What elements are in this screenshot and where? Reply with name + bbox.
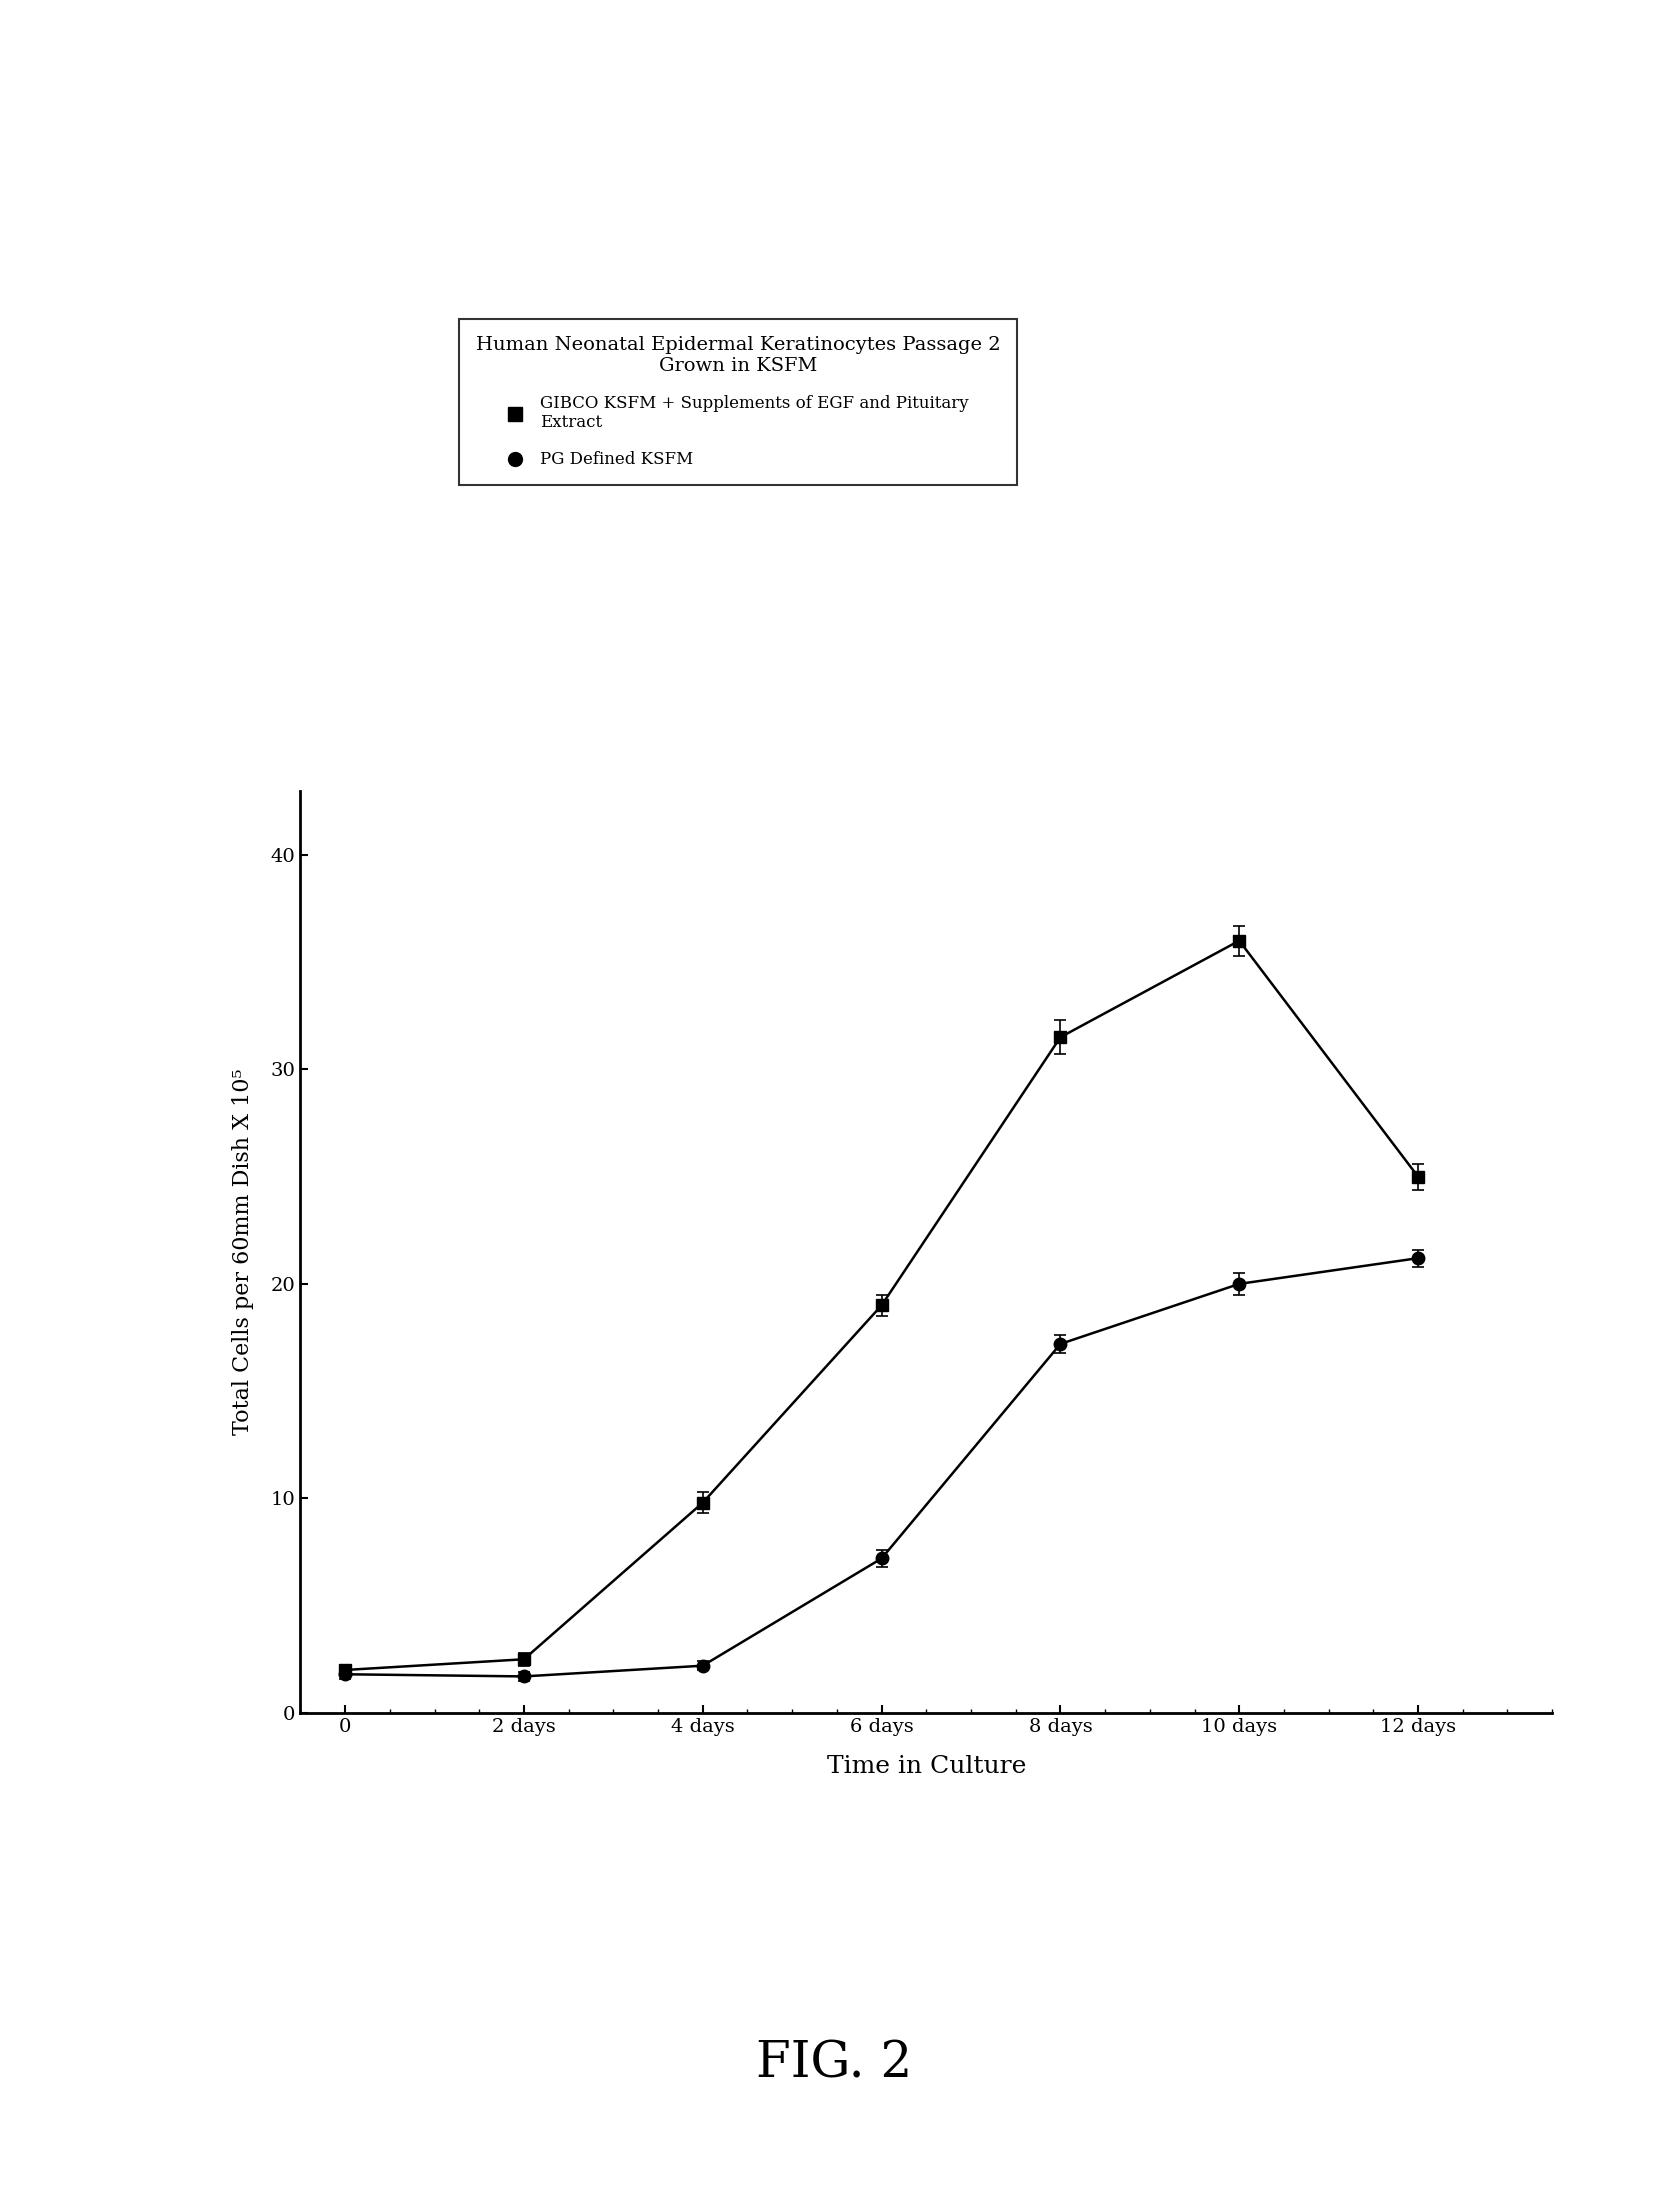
X-axis label: Time in Culture: Time in Culture [826, 1755, 1026, 1779]
Y-axis label: Total Cells per 60mm Dish X 10⁵: Total Cells per 60mm Dish X 10⁵ [232, 1069, 254, 1434]
Text: FIG. 2: FIG. 2 [756, 2040, 913, 2088]
Legend: GIBCO KSFM + Supplements of EGF and Pituitary
Extract, PG Defined KSFM: GIBCO KSFM + Supplements of EGF and Pitu… [459, 318, 1016, 485]
